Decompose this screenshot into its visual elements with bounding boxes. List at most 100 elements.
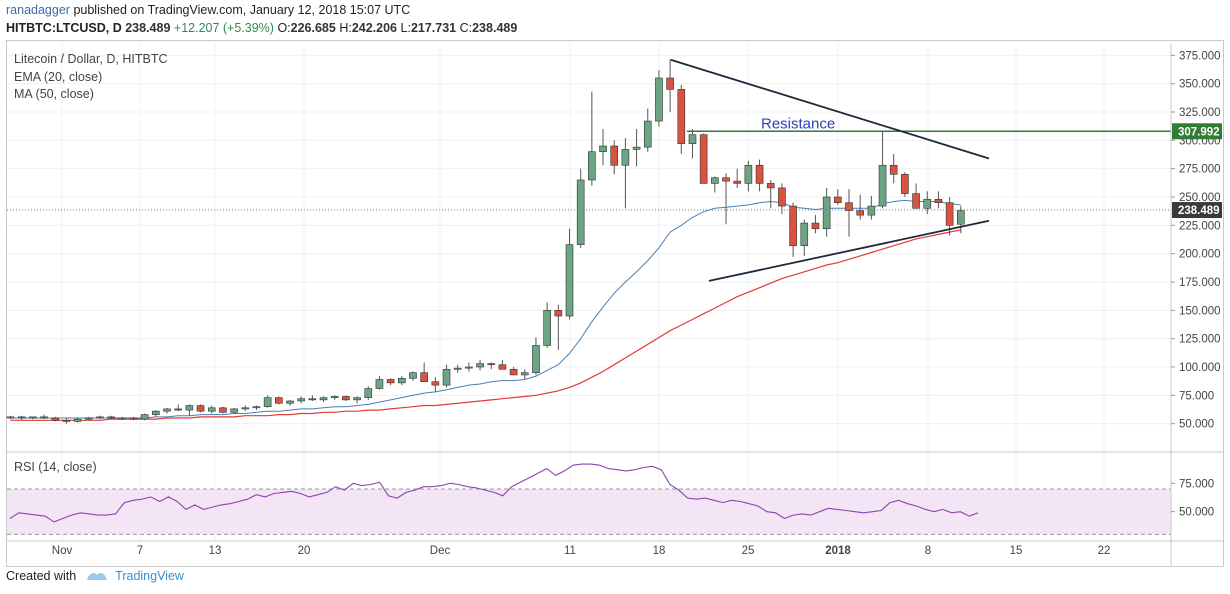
- resistance-badge-text: 307.992: [1178, 126, 1220, 138]
- candle-body: [543, 310, 551, 346]
- candle-body: [956, 210, 965, 225]
- candle-body: [96, 416, 104, 419]
- ticker-h: 242.206: [351, 21, 398, 35]
- candle-body: [755, 164, 764, 184]
- candle-body: [744, 164, 753, 184]
- ma-50-line: [10, 229, 961, 421]
- candle-body: [431, 381, 440, 386]
- ema-20-line: [10, 199, 961, 419]
- candle-body: [40, 416, 48, 419]
- publisher-line: ranadagger published on TradingView.com,…: [6, 3, 410, 17]
- ticker-c-label: C:: [459, 21, 473, 35]
- candle-body: [275, 397, 283, 404]
- resistance-annotation: Resistance: [761, 115, 835, 132]
- x-tick-label: 13: [209, 545, 222, 557]
- x-tick-label: 8: [925, 545, 931, 557]
- legend-ema: EMA (20, close): [14, 70, 103, 84]
- candle-body: [554, 310, 563, 317]
- candle-body: [6, 416, 15, 419]
- candle-body: [107, 416, 115, 419]
- rsi-y-tick-label: 50.000: [1179, 507, 1214, 519]
- upper-trendline: [670, 59, 990, 160]
- candle-body: [442, 368, 451, 386]
- candle-body: [118, 417, 127, 420]
- candle-body: [319, 397, 328, 401]
- last-price-badge: [1172, 202, 1222, 219]
- candle-body: [152, 410, 160, 415]
- candle-body: [509, 368, 518, 376]
- x-tick-label: 15: [1010, 545, 1023, 557]
- candle-body: [778, 187, 786, 207]
- legend-title: Litecoin / Dollar, D, HITBTC: [14, 52, 168, 66]
- ticker-o-label: O:: [277, 21, 291, 35]
- candle-body: [901, 174, 909, 194]
- ticker-l-label: L:: [400, 21, 411, 35]
- candle-body: [677, 89, 686, 145]
- candle-body: [565, 244, 574, 317]
- candle-body: [800, 222, 809, 247]
- candle-body: [409, 372, 417, 379]
- candle-body: [174, 408, 182, 411]
- candle-body: [230, 408, 238, 413]
- x-tick-label: Dec: [430, 545, 451, 557]
- candle-body: [498, 364, 507, 370]
- candle-body: [185, 405, 194, 411]
- candle-body: [722, 177, 730, 182]
- candle-body: [196, 405, 205, 412]
- ticker-o: 226.685: [290, 21, 336, 35]
- candle-body: [599, 145, 607, 152]
- ticker-symbol: HITBTC:LTCUSD, D: [6, 21, 122, 35]
- ticker-change: +12.207 (+5.39%): [173, 21, 274, 35]
- candle-body: [330, 396, 339, 398]
- candle-body: [532, 345, 540, 373]
- rsi-line: [9, 463, 979, 523]
- candle-body: [867, 205, 876, 216]
- candle-body: [397, 378, 406, 384]
- ticker-last: 238.489: [125, 21, 171, 35]
- y-tick-label: 150.000: [1179, 305, 1221, 317]
- y-tick-label: 100.000: [1179, 362, 1221, 374]
- y-tick-label: 175.000: [1179, 277, 1221, 289]
- candle-body: [297, 398, 305, 402]
- candle-body: [62, 419, 71, 422]
- candle-body: [487, 363, 496, 366]
- footer: Created with TradingView: [6, 569, 184, 584]
- publisher-text: published on TradingView.com, January 12…: [73, 3, 411, 17]
- ticker-line: HITBTC:LTCUSD, D 238.489 +12.207 (+5.39%…: [6, 21, 517, 35]
- rsi-y-tick-label: 75.000: [1179, 478, 1214, 490]
- y-tick-label: 200.000: [1179, 249, 1221, 261]
- candle-body: [129, 417, 138, 420]
- footer-created-with: Created with: [6, 569, 77, 583]
- candle-body: [878, 164, 887, 207]
- publisher-user[interactable]: ranadagger: [6, 3, 70, 17]
- candle-body: [766, 183, 775, 189]
- candle-body: [822, 196, 831, 230]
- candle-body: [632, 146, 641, 150]
- footer-brand[interactable]: TradingView: [115, 569, 184, 583]
- candle-body: [889, 164, 898, 175]
- y-tick-label: 275.000: [1179, 164, 1221, 176]
- y-tick-label: 350.000: [1179, 79, 1221, 91]
- resistance-badge: [1172, 123, 1222, 140]
- last-price-badge-text: 238.489: [1178, 205, 1220, 217]
- ticker-l: 217.731: [410, 21, 457, 35]
- candle-body: [252, 406, 261, 409]
- candle-body: [610, 145, 619, 166]
- candle-body: [576, 179, 585, 245]
- candle-body: [845, 202, 853, 211]
- candle-body: [241, 407, 250, 410]
- x-tick-label: 11: [564, 545, 576, 557]
- candle-body: [621, 149, 630, 166]
- x-tick-label: 25: [742, 545, 755, 557]
- candle-body: [140, 414, 149, 420]
- candle-body: [655, 77, 663, 122]
- candle-body: [520, 372, 529, 376]
- candle-body: [945, 202, 954, 226]
- candle-body: [733, 180, 742, 184]
- candle-body: [912, 193, 920, 209]
- candle-body: [342, 396, 350, 401]
- x-tick-label: Nov: [52, 545, 73, 557]
- y-tick-label: 325.000: [1179, 107, 1221, 119]
- legend-ma: MA (50, close): [14, 87, 94, 101]
